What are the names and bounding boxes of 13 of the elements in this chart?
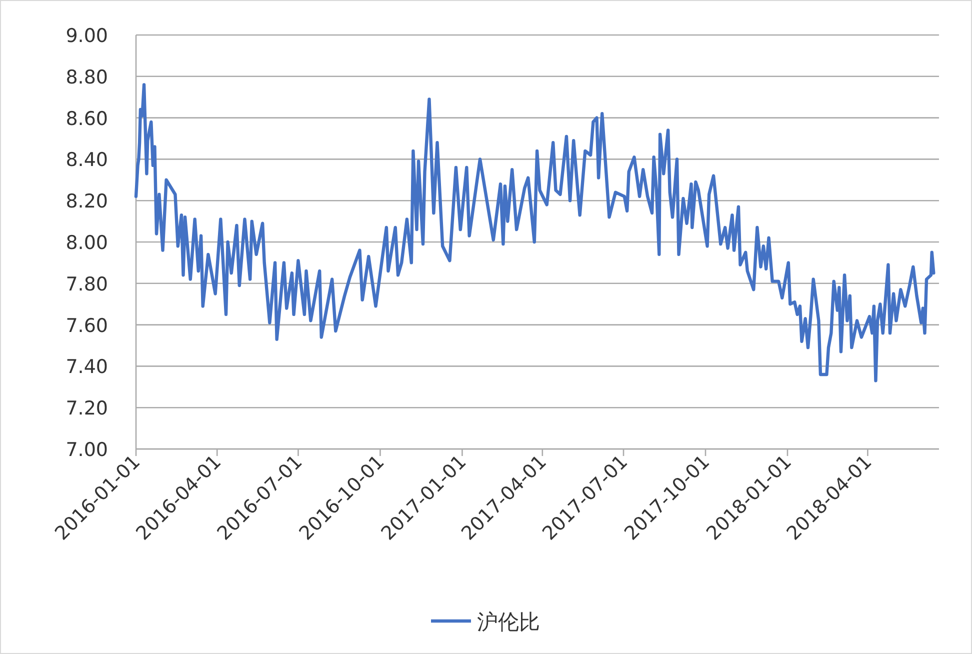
line-series xyxy=(134,83,936,382)
y-tick-label: 7.00 xyxy=(66,439,108,461)
y-tick-label: 8.60 xyxy=(66,108,108,130)
y-tick-label: 8.40 xyxy=(66,149,108,172)
y-tick-label: 7.80 xyxy=(66,273,108,296)
y-tick-label: 8.80 xyxy=(66,66,108,88)
legend-label: 沪伦比 xyxy=(477,610,540,634)
y-tick-label: 8.00 xyxy=(66,232,108,254)
y-tick-label: 9.00 xyxy=(66,25,108,47)
y-tick-label: 8.20 xyxy=(66,190,108,213)
y-tick-label: 7.60 xyxy=(66,314,108,337)
y-tick-label: 7.20 xyxy=(66,398,108,420)
y-tick-label: 7.40 xyxy=(66,356,108,378)
